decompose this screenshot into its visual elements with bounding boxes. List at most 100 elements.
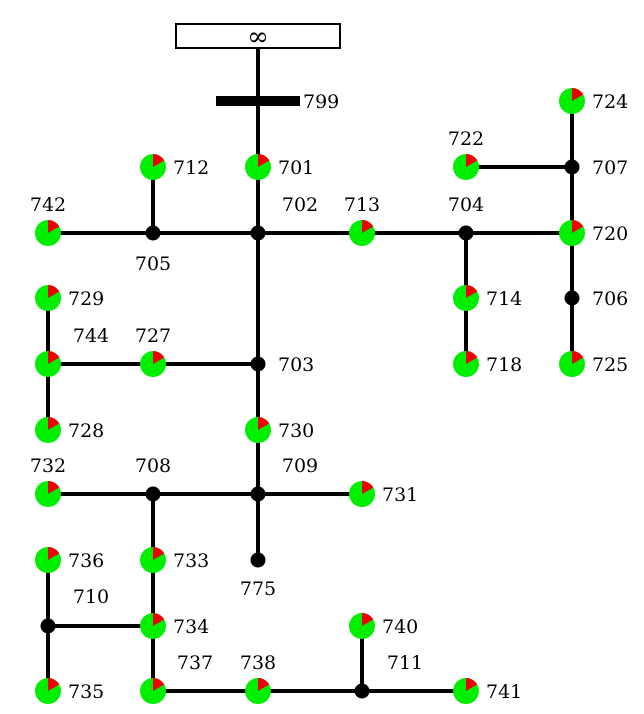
bus-label-728: 728 bbox=[68, 420, 104, 442]
load-wedge bbox=[466, 351, 478, 364]
load-wedge bbox=[258, 154, 270, 167]
bus-label-720: 720 bbox=[592, 223, 628, 245]
bus-label-737: 737 bbox=[177, 652, 213, 674]
load-node-735 bbox=[35, 678, 61, 704]
bus-label-731: 731 bbox=[382, 484, 418, 506]
load-wedge bbox=[48, 678, 60, 691]
junction-node-710 bbox=[40, 618, 56, 634]
load-node-742 bbox=[35, 220, 61, 246]
bus-label-705: 705 bbox=[135, 253, 171, 275]
bus-label-725: 725 bbox=[592, 354, 628, 376]
load-node-740 bbox=[349, 613, 375, 639]
load-wedge bbox=[48, 351, 60, 364]
load-node-722 bbox=[453, 154, 479, 180]
bus-label-703: 703 bbox=[278, 354, 314, 376]
junction-node-775 bbox=[250, 552, 266, 568]
load-wedge bbox=[48, 547, 60, 560]
load-node-727 bbox=[140, 351, 166, 377]
load-node-731 bbox=[349, 481, 375, 507]
bus-bar-799 bbox=[216, 96, 300, 106]
load-node-720 bbox=[559, 220, 585, 246]
load-node-728 bbox=[35, 417, 61, 443]
load-wedge bbox=[153, 678, 165, 691]
bus-label-799: 799 bbox=[303, 91, 339, 113]
bus-label-706: 706 bbox=[592, 288, 628, 310]
load-node-714 bbox=[453, 285, 479, 311]
bus-label-707: 707 bbox=[592, 157, 628, 179]
load-wedge bbox=[362, 613, 374, 626]
load-node-713 bbox=[349, 220, 375, 246]
load-node-712 bbox=[140, 154, 166, 180]
load-wedge bbox=[153, 351, 165, 364]
bus-label-704: 704 bbox=[448, 194, 484, 216]
load-wedge bbox=[466, 285, 478, 298]
load-node-741 bbox=[453, 678, 479, 704]
load-node-738 bbox=[245, 678, 271, 704]
junction-node-704 bbox=[458, 225, 474, 241]
bus-label-718: 718 bbox=[486, 354, 522, 376]
junction-node-707 bbox=[564, 159, 580, 175]
load-wedge bbox=[153, 547, 165, 560]
junction-node-709 bbox=[250, 486, 266, 502]
bus-label-738: 738 bbox=[240, 652, 276, 674]
bus-label-740: 740 bbox=[382, 616, 418, 638]
bus-label-724: 724 bbox=[592, 91, 628, 113]
load-wedge bbox=[48, 220, 60, 233]
bus-label-701: 701 bbox=[278, 157, 314, 179]
bus-label-708: 708 bbox=[135, 455, 171, 477]
feeder-nodes bbox=[35, 88, 585, 704]
load-wedge bbox=[466, 154, 478, 167]
bus-label-714: 714 bbox=[486, 288, 522, 310]
bus-label-727: 727 bbox=[135, 325, 171, 347]
load-wedge bbox=[572, 220, 584, 233]
bus-label-736: 736 bbox=[68, 550, 104, 572]
load-wedge bbox=[153, 613, 165, 626]
bus-label-734: 734 bbox=[173, 616, 209, 638]
load-node-725 bbox=[559, 351, 585, 377]
load-wedge bbox=[362, 220, 374, 233]
bus-label-710: 710 bbox=[73, 586, 109, 608]
load-node-701 bbox=[245, 154, 271, 180]
load-node-724 bbox=[559, 88, 585, 114]
load-wedge bbox=[258, 417, 270, 430]
source: ∞ bbox=[175, 22, 341, 167]
bus-label-729: 729 bbox=[68, 288, 104, 310]
load-node-744 bbox=[35, 351, 61, 377]
infinite-bus-box bbox=[175, 23, 341, 49]
load-node-718 bbox=[453, 351, 479, 377]
bus-labels: 724 722 707 712 701 742 702 713 704 720 705 729 714 7… bbox=[30, 91, 628, 703]
junction-node-711 bbox=[354, 683, 370, 699]
bus-label-709: 709 bbox=[282, 455, 318, 477]
bus-label-733: 733 bbox=[173, 550, 209, 572]
bus-label-735: 735 bbox=[68, 681, 104, 703]
junction-node-703 bbox=[250, 356, 266, 372]
load-wedge bbox=[48, 481, 60, 494]
load-node-732 bbox=[35, 481, 61, 507]
load-wedge bbox=[258, 678, 270, 691]
infinite-bus-symbol: ∞ bbox=[247, 22, 269, 52]
bus-label-713: 713 bbox=[344, 194, 380, 216]
bus-label-732: 732 bbox=[30, 455, 66, 477]
load-wedge bbox=[362, 481, 374, 494]
bus-label-741: 741 bbox=[486, 681, 522, 703]
load-wedge bbox=[572, 88, 584, 101]
load-wedge bbox=[48, 285, 60, 298]
junction-node-708 bbox=[145, 486, 161, 502]
junction-node-706 bbox=[564, 290, 580, 306]
bus-label-775: 775 bbox=[240, 578, 276, 600]
load-node-736 bbox=[35, 547, 61, 573]
bus-label-742: 742 bbox=[30, 194, 66, 216]
load-node-734 bbox=[140, 613, 166, 639]
bus-label-722: 722 bbox=[448, 128, 484, 150]
load-node-733 bbox=[140, 547, 166, 573]
bus-label-711: 711 bbox=[387, 652, 423, 674]
junction-node-702 bbox=[250, 225, 266, 241]
junction-node-705 bbox=[145, 225, 161, 241]
load-node-729 bbox=[35, 285, 61, 311]
load-wedge bbox=[153, 154, 165, 167]
load-wedge bbox=[572, 351, 584, 364]
load-wedge bbox=[466, 678, 478, 691]
bus-label-712: 712 bbox=[173, 157, 209, 179]
feeder-lines bbox=[46, 101, 574, 693]
